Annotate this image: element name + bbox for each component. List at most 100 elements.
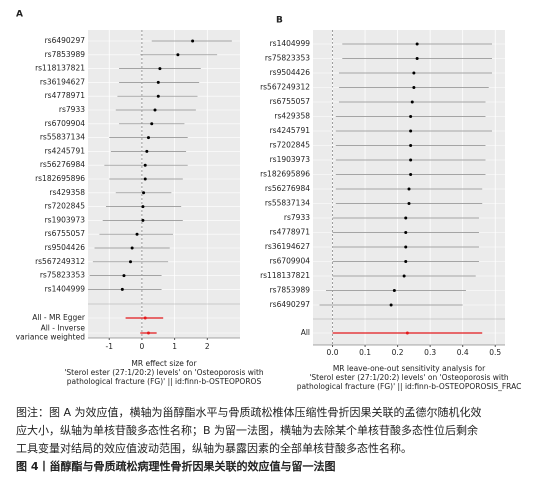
row-label: rs6490297 xyxy=(270,300,311,309)
point xyxy=(158,67,162,71)
row-label: rs7933 xyxy=(59,105,85,114)
row-label: All xyxy=(301,328,310,337)
point xyxy=(409,158,413,162)
point xyxy=(409,129,413,133)
point xyxy=(404,245,408,249)
point xyxy=(141,218,145,222)
x-tick-label: 0.0 xyxy=(327,348,339,357)
row-label: rs56276984 xyxy=(265,184,310,193)
row-label: rs55837134 xyxy=(40,133,85,142)
row-label: rs6709904 xyxy=(45,119,86,128)
row-label: All - Inverse variance weighted xyxy=(16,324,86,342)
row-label: rs182695896 xyxy=(35,174,85,183)
row-label: rs75823353 xyxy=(40,271,85,280)
row-label: rs1903973 xyxy=(270,155,311,164)
x-tick-label: -1 xyxy=(106,342,114,351)
point xyxy=(412,86,416,89)
x-tick-label: 0.2 xyxy=(392,348,404,357)
row-label: rs4245791 xyxy=(270,126,311,135)
row-label: rs6755057 xyxy=(270,97,311,106)
x-tick-label: 0 xyxy=(140,342,145,351)
point xyxy=(156,94,160,98)
point xyxy=(150,122,154,126)
plot-background xyxy=(88,30,240,338)
point xyxy=(410,100,414,104)
point xyxy=(143,163,147,167)
row-label: rs1903973 xyxy=(45,215,86,224)
point xyxy=(402,274,406,278)
point xyxy=(392,289,396,292)
point xyxy=(143,177,147,181)
x-tick-label: 0.1 xyxy=(359,348,371,357)
point xyxy=(409,173,413,176)
row-label: rs75823353 xyxy=(265,54,310,63)
x-tick-label: 2 xyxy=(205,342,210,351)
row-label: rs7853989 xyxy=(45,50,86,59)
row-label: rs429358 xyxy=(274,112,310,121)
row-label: rs118137821 xyxy=(260,271,310,280)
row-label: rs36194627 xyxy=(265,242,310,251)
row-label: rs118137821 xyxy=(35,64,85,73)
x-axis-label: 'Sterol ester (27:1/20:2) levels' on 'Os… xyxy=(64,368,264,377)
point xyxy=(130,246,134,250)
point xyxy=(142,191,146,195)
row-label: All - MR Egger xyxy=(32,313,86,322)
caption-line: 应大小，纵轴为单核苷酸多态性名称；B 为留一法图，横轴为去除某个单核苷酸多态性位… xyxy=(16,423,478,437)
row-label: rs4778971 xyxy=(270,228,311,237)
x-axis-label: pathological fracture (FG)' || id:finn-b… xyxy=(67,377,262,386)
point xyxy=(156,80,160,84)
point xyxy=(176,53,180,57)
point xyxy=(141,205,145,209)
x-axis-label: MR leave-one-out sensitivity analysis fo… xyxy=(333,364,486,373)
point xyxy=(146,136,150,140)
point xyxy=(146,331,150,335)
row-label: rs7933 xyxy=(284,213,310,222)
row-label: rs7202845 xyxy=(45,202,86,211)
point xyxy=(409,115,413,118)
point xyxy=(145,149,149,153)
point xyxy=(120,287,124,291)
row-label: rs429358 xyxy=(49,188,85,197)
row-label: rs567249312 xyxy=(260,83,310,92)
row-label: rs4245791 xyxy=(45,146,86,155)
point xyxy=(407,187,411,191)
row-label: rs9504426 xyxy=(45,243,86,252)
row-label: rs1404999 xyxy=(45,284,86,293)
row-label: rs56276984 xyxy=(40,160,85,169)
row-label: rs6490297 xyxy=(45,36,86,45)
row-label: rs55837134 xyxy=(265,199,310,208)
caption-line: 工具变量对结局的效应值波动范围，纵轴为暴露因素的全部单核苷酸多态性名称。 xyxy=(16,441,412,455)
x-tick-label: 0.3 xyxy=(424,348,436,357)
point xyxy=(404,260,408,263)
row-label: rs7202845 xyxy=(270,141,311,150)
row-label: rs6709904 xyxy=(270,257,311,266)
row-label: rs567249312 xyxy=(35,257,85,266)
caption-line: 图注：图 A 为效应值，横轴为甾醇酯水平与骨质疏松椎体压缩性骨折因果关联的孟德尔… xyxy=(16,405,482,419)
figure-title: 图 4丨甾醇酯与骨质疏松病理性骨折因果关联的效应值与留一法图 xyxy=(16,459,335,473)
panel-label: B xyxy=(276,16,283,26)
row-label: rs9504426 xyxy=(270,68,311,77)
point xyxy=(409,144,413,147)
panel-label: A xyxy=(16,10,23,20)
point xyxy=(404,231,408,234)
point xyxy=(191,39,195,43)
point xyxy=(404,216,408,220)
row-label: rs182695896 xyxy=(260,170,310,179)
point xyxy=(122,274,126,278)
point xyxy=(412,71,416,75)
x-tick-label: 0.5 xyxy=(489,348,501,357)
point xyxy=(405,331,409,335)
row-label: rs36194627 xyxy=(40,77,85,86)
row-label: rs7853989 xyxy=(270,286,311,295)
x-axis-label: MR effect size for xyxy=(131,359,197,368)
point xyxy=(143,316,147,320)
row-label: rs4778971 xyxy=(45,91,86,100)
point xyxy=(128,260,132,264)
point xyxy=(415,42,419,46)
x-axis-label: pathological fracture (FG)' || id:finn-b… xyxy=(297,382,522,391)
point xyxy=(153,108,157,112)
point xyxy=(389,303,393,307)
row-label: rs1404999 xyxy=(270,39,311,48)
point xyxy=(415,57,419,60)
